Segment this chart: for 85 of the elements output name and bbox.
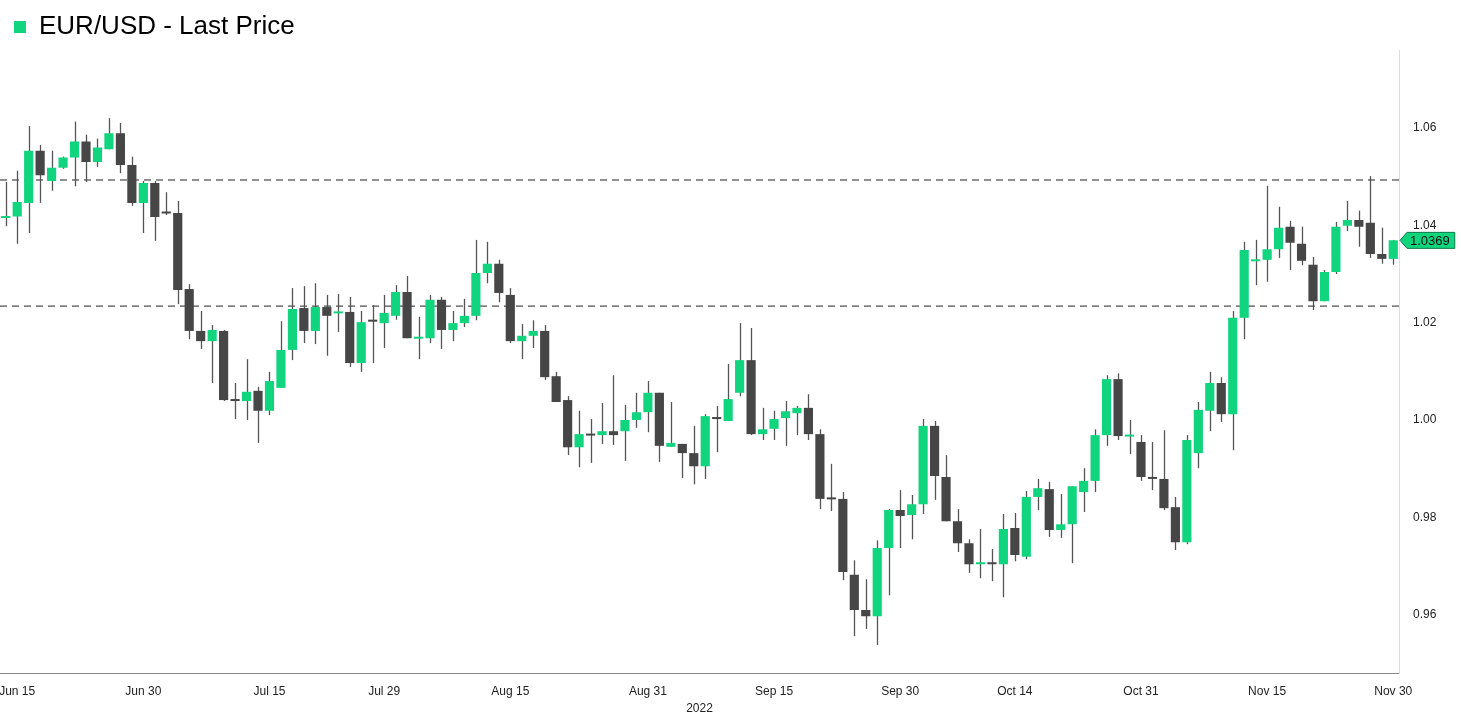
x-tick-label: Oct 31 <box>1123 683 1159 698</box>
candlestick <box>310 282 320 345</box>
candlestick <box>1056 493 1066 539</box>
y-tick-label: 0.98 <box>1413 509 1437 524</box>
text: 1.0369 <box>1410 232 1450 248</box>
candlestick <box>712 405 722 453</box>
x-tick-label: Sep 15 <box>755 683 794 698</box>
candlestick <box>952 508 963 553</box>
candlestick <box>104 117 114 150</box>
x-tick-label: Jun 15 <box>0 683 36 698</box>
candlestick <box>1296 226 1307 266</box>
candlestick <box>230 382 240 420</box>
candlestick <box>196 310 206 350</box>
candlestick <box>1285 220 1295 271</box>
legend-label: EUR/USD - Last Price <box>39 10 295 41</box>
candlestick <box>1251 239 1261 286</box>
candlestick <box>517 323 527 360</box>
x-tick-label: Sep 30 <box>881 683 920 698</box>
y-tick-label: 1.02 <box>1413 314 1437 329</box>
candlestick <box>723 363 733 422</box>
x-tick-label: Jul 29 <box>368 683 401 698</box>
candlestick <box>482 241 492 284</box>
candlestick <box>253 386 263 444</box>
candlestick <box>241 358 252 421</box>
candlestick <box>299 285 309 344</box>
candlestick <box>322 294 332 357</box>
candlestick <box>379 294 389 349</box>
candlestick <box>459 298 470 328</box>
x-tick-label: Nov 30 <box>1374 683 1413 698</box>
candlestick <box>1274 206 1284 259</box>
candlestick <box>975 528 986 579</box>
candlestick <box>47 150 57 192</box>
candlestick <box>12 170 22 245</box>
candlestick <box>861 578 871 630</box>
candlestick <box>769 410 779 441</box>
candlestick <box>333 293 343 333</box>
candlestick <box>608 374 619 446</box>
candlestick <box>585 418 596 464</box>
candlestick <box>1354 210 1364 248</box>
candlestick <box>689 425 699 485</box>
x-tick-label: Aug 31 <box>628 683 668 698</box>
candlestick <box>81 134 91 183</box>
candlestick <box>826 463 836 512</box>
candlestick <box>987 548 997 582</box>
candlestick <box>448 310 458 342</box>
candlestick <box>1124 419 1135 455</box>
candlestick <box>1147 441 1158 491</box>
candlestick <box>528 319 538 349</box>
candlestick <box>780 400 791 447</box>
candlestick <box>574 410 584 468</box>
candlestick <box>907 494 917 540</box>
candlestick <box>391 284 401 321</box>
candlestick <box>138 180 148 234</box>
candlestick <box>1262 185 1272 283</box>
y-tick-label: 0.96 <box>1413 607 1437 622</box>
candlestick <box>964 538 974 574</box>
x-tick-label: Oct 14 <box>997 683 1033 698</box>
x-tick-label: Jun 30 <box>125 683 162 698</box>
candlestick <box>368 304 378 364</box>
candlestick <box>631 392 642 429</box>
candlestick <box>677 443 687 479</box>
candlestick <box>69 120 80 187</box>
x-tick-label: Jul 15 <box>253 683 286 698</box>
candlestick <box>757 407 768 441</box>
x-tick-label: Aug 15 <box>491 683 530 698</box>
candlestick <box>643 380 653 433</box>
candlestick <box>161 191 171 216</box>
candlestick <box>207 324 217 384</box>
candlestick <box>666 401 676 448</box>
candlestick <box>792 405 802 436</box>
y-tick-label: 1.04 <box>1413 217 1437 232</box>
y-tick-label: 1.06 <box>1413 120 1437 135</box>
candlestick <box>597 402 607 445</box>
candlestick <box>1377 227 1387 265</box>
candlestick <box>620 404 630 462</box>
candlestick <box>1342 200 1352 232</box>
candlestick <box>413 316 424 360</box>
candlestick <box>1 181 11 227</box>
candlestick <box>895 489 905 549</box>
y-tick-label: 1.00 <box>1413 412 1437 427</box>
candlestick <box>1079 467 1089 513</box>
x-axis-title: 2022 <box>686 701 714 716</box>
candlestick <box>1033 478 1043 511</box>
x-tick-label: Nov 15 <box>1248 683 1287 698</box>
candlestick <box>92 137 103 168</box>
